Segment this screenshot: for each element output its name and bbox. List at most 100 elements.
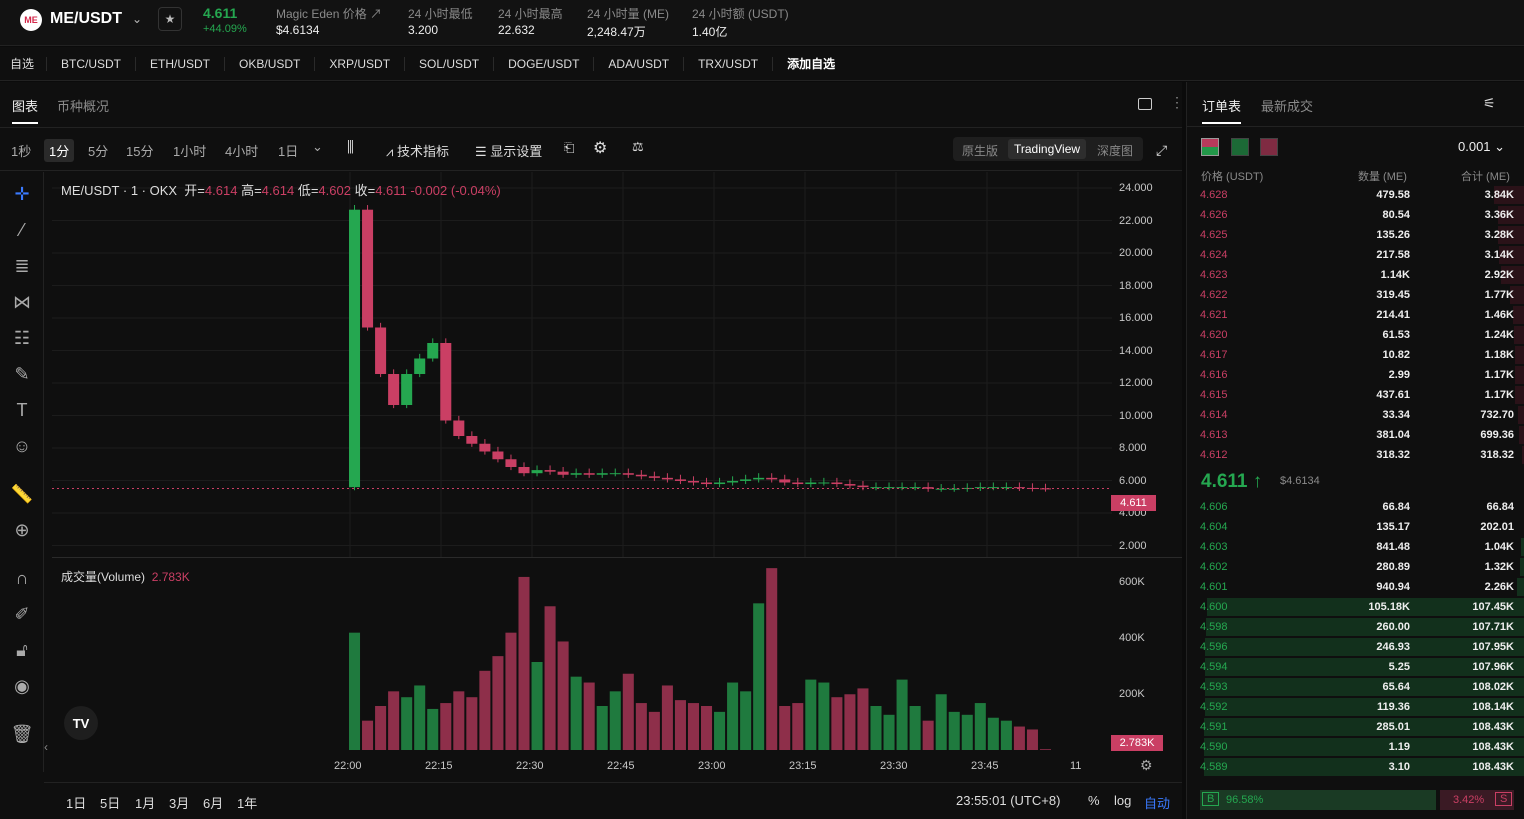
settings-sliders-icon[interactable]: ⚟ [1483, 95, 1496, 111]
lock-icon[interactable]: 🔓︎ [16, 640, 28, 660]
magnet-icon[interactable]: ∩ [15, 568, 29, 588]
bids-row[interactable]: 4.589 3.10 108.43K [1200, 757, 1524, 777]
price-chart[interactable] [52, 172, 1112, 558]
range-6m[interactable]: 6月 [203, 796, 224, 811]
fav-pair[interactable]: SOL/USDT [404, 56, 493, 71]
gear-icon[interactable]: ⚙ [1140, 757, 1153, 773]
tf-1s[interactable]: 1秒 [11, 144, 32, 159]
bids-row[interactable]: 4.596 246.93 107.95K [1200, 637, 1524, 657]
fav-pair[interactable]: ETH/USDT [135, 56, 224, 71]
fav-pair[interactable]: TRX/USDT [683, 56, 772, 71]
fav-pair[interactable]: OKB/USDT [224, 56, 314, 71]
bids-row[interactable]: 4.593 65.64 108.02K [1200, 677, 1524, 697]
asks-row[interactable]: 4.624 217.58 3.14K [1200, 245, 1524, 265]
tab-overview[interactable]: 币种概况 [57, 99, 110, 114]
chevron-down-icon[interactable]: ⌄ [312, 139, 323, 154]
pattern-icon[interactable]: ⋈ [13, 292, 31, 312]
tf-1m[interactable]: 1分 [44, 139, 75, 162]
bids-row[interactable]: 4.604 135.17 202.01 [1200, 517, 1514, 537]
bids-row[interactable]: 4.600 105.18K 107.45K [1200, 597, 1524, 617]
bids-row[interactable]: 4.601 940.94 2.26K [1200, 577, 1524, 597]
volume-chart[interactable] [52, 560, 1112, 754]
trendline-icon[interactable]: ⁄ [20, 220, 24, 240]
text-icon[interactable]: T [16, 400, 28, 420]
bids-view-icon[interactable] [1231, 138, 1249, 156]
bids-row[interactable]: 4.590 1.19 108.43K [1200, 737, 1524, 757]
asks-row[interactable]: 4.620 61.53 1.24K [1200, 325, 1524, 345]
tab-trades[interactable]: 最新成交 [1261, 99, 1314, 114]
collapse-icon[interactable]: ‹ [44, 740, 48, 754]
scale-icon[interactable]: ⚖ [632, 139, 644, 154]
tf-5m[interactable]: 5分 [88, 144, 109, 159]
pair-symbol[interactable]: ME/USDT [50, 10, 122, 27]
view-depth[interactable]: 深度图 [1097, 144, 1134, 158]
range-1y[interactable]: 1年 [237, 796, 258, 811]
display-settings-button[interactable]: ☰ 显示设置 [475, 144, 543, 159]
asks-row[interactable]: 4.625 135.26 3.28K [1200, 225, 1524, 245]
precision-select[interactable]: 0.001 ⌄ [1458, 139, 1506, 154]
view-native[interactable]: 原生版 [962, 144, 999, 158]
chevron-down-icon[interactable]: ⌄ [132, 12, 143, 26]
tab-chart[interactable]: 图表 [12, 96, 39, 124]
bids-row[interactable]: 4.606 66.84 66.84 [1200, 497, 1514, 517]
asks-row[interactable]: 4.626 80.54 3.36K [1200, 205, 1524, 225]
range-3m[interactable]: 3月 [169, 796, 190, 811]
bids-row[interactable]: 4.602 280.89 1.32K [1200, 557, 1524, 577]
lock-drawing-icon[interactable]: ✐ [14, 604, 30, 624]
zoom-icon[interactable]: ⊕ [14, 520, 30, 540]
log-toggle[interactable]: log [1114, 793, 1132, 808]
both-view-icon[interactable] [1201, 138, 1219, 156]
asks-row[interactable]: 4.623 1.14K 2.92K [1200, 265, 1524, 285]
window-icon[interactable] [1138, 98, 1152, 110]
asks-row[interactable]: 4.628 479.58 3.84K [1200, 185, 1524, 205]
asks-row[interactable]: 4.622 319.45 1.77K [1200, 285, 1524, 305]
bids-row[interactable]: 4.594 5.25 107.96K [1200, 657, 1524, 677]
asks-row[interactable]: 4.612 318.32 318.32 [1200, 445, 1524, 465]
asks-row[interactable]: 4.614 33.34 732.70 [1200, 405, 1524, 425]
tf-1h[interactable]: 1小时 [173, 144, 207, 159]
asks-row[interactable]: 4.613 381.04 699.36 [1200, 425, 1524, 445]
candle-type-icon[interactable]: ⫼ [347, 139, 354, 156]
indicators-button[interactable]: ⩘ 技术指标 [386, 144, 449, 159]
quantity: 80.54 [1382, 209, 1410, 221]
fib-icon[interactable]: ≣ [14, 256, 30, 276]
range-5d[interactable]: 5日 [100, 796, 121, 811]
star-icon[interactable]: ★ [158, 7, 182, 31]
asks-row[interactable]: 4.621 214.41 1.46K [1200, 305, 1524, 325]
crosshair-icon[interactable]: ✛ [14, 184, 30, 204]
brush-icon[interactable]: ✎ [14, 364, 30, 384]
asks-row[interactable]: 4.615 437.61 1.17K [1200, 385, 1524, 405]
fav-pair[interactable]: XRP/USDT [314, 56, 404, 71]
price-axis[interactable]: 24.000 22.000 20.000 18.000 16.000 14.000 12.0… [1112, 172, 1182, 762]
asks-row[interactable]: 4.617 10.82 1.18K [1200, 345, 1524, 365]
tf-1d[interactable]: 1日 [278, 144, 299, 159]
range-1m[interactable]: 1月 [135, 796, 156, 811]
trash-icon[interactable]: 🗑︎ [10, 724, 34, 744]
asks-row[interactable]: 4.616 2.99 1.17K [1200, 365, 1524, 385]
add-favorite-button[interactable]: 添加自选 [772, 56, 849, 71]
fav-pair[interactable]: BTC/USDT [46, 56, 135, 71]
ruler-icon[interactable]: 📏 [10, 484, 34, 504]
eye-icon[interactable]: ◉ [14, 676, 30, 696]
tab-orderbook[interactable]: 订单表 [1202, 96, 1242, 124]
bids-row[interactable]: 4.591 285.01 108.43K [1200, 717, 1524, 737]
bids-row[interactable]: 4.598 260.00 107.71K [1200, 617, 1524, 637]
range-1d[interactable]: 1日 [66, 796, 87, 811]
tf-4h[interactable]: 4小时 [225, 144, 259, 159]
fullscreen-icon[interactable]: ⤢ [1156, 142, 1168, 158]
emoji-icon[interactable]: ☺ [12, 436, 32, 456]
fav-pair[interactable]: DOGE/USDT [493, 56, 593, 71]
auto-toggle[interactable]: 自动 [1144, 796, 1171, 811]
view-tradingview[interactable]: TradingView [1008, 139, 1087, 159]
gear-icon[interactable]: ⚙ [593, 140, 608, 157]
bids-row[interactable]: 4.603 841.48 1.04K [1200, 537, 1524, 557]
asks-view-icon[interactable] [1260, 138, 1278, 156]
more-icon[interactable]: ⋮ [1170, 94, 1184, 110]
prediction-icon[interactable]: ☷ [13, 328, 31, 348]
bids-row[interactable]: 4.592 119.36 108.14K [1200, 697, 1524, 717]
favorites-title[interactable]: 自选 [10, 56, 35, 71]
percent-toggle[interactable]: % [1088, 793, 1100, 808]
template-icon[interactable]: ⎗ [564, 140, 575, 155]
fav-pair[interactable]: ADA/USDT [593, 56, 683, 71]
tf-15m[interactable]: 15分 [126, 144, 154, 159]
